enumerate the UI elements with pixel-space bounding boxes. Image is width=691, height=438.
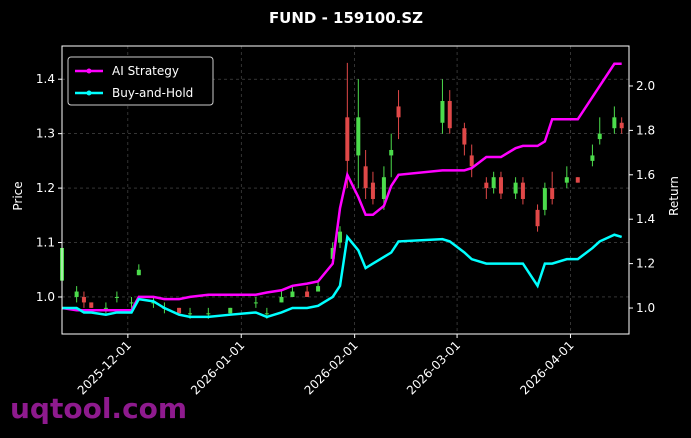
series-line <box>62 233 623 319</box>
candle-body <box>469 155 474 167</box>
candle-body <box>177 307 182 314</box>
candle-body <box>535 209 540 227</box>
y-tick-label: 1.4 <box>36 72 55 86</box>
legend-box <box>67 56 214 106</box>
y2-tick-label: 1.2 <box>636 257 655 271</box>
candle-body <box>228 307 233 314</box>
candle-body <box>129 302 134 304</box>
candle-body <box>151 302 156 304</box>
candle-body <box>345 117 350 161</box>
candle-body <box>520 182 525 199</box>
candle-body <box>290 291 295 297</box>
candle-body <box>114 296 119 298</box>
candle-body <box>103 307 108 309</box>
y2-tick-label: 1.6 <box>636 168 655 182</box>
candle-body <box>491 177 496 189</box>
candle-body <box>370 182 375 199</box>
plot-frame <box>61 45 630 335</box>
candle-body <box>564 177 569 183</box>
candle-body <box>330 247 335 259</box>
candle-body <box>264 313 269 315</box>
legend-label: AI Strategy <box>112 64 179 78</box>
y-tick-label: 1.1 <box>36 236 55 250</box>
candle-body <box>542 188 547 210</box>
candle-body <box>81 296 86 303</box>
candle-body <box>396 106 401 118</box>
candle-body <box>590 155 595 161</box>
y2-axis-label: Return <box>667 176 681 216</box>
y2-tick-label: 1.4 <box>636 212 655 226</box>
candle-body <box>338 231 343 243</box>
candle-body <box>462 128 467 145</box>
candle-body <box>188 313 193 315</box>
y-tick-label: 1.0 <box>36 290 55 304</box>
candle-body <box>356 117 361 156</box>
y2-tick-label: 1.8 <box>636 123 655 137</box>
candle-body <box>89 302 94 308</box>
y-tick-label: 1.3 <box>36 127 55 141</box>
candle-body <box>447 100 452 129</box>
legend-marker <box>86 90 92 96</box>
y-tick-label: 1.2 <box>36 181 55 195</box>
legend-label: Buy-and-Hold <box>112 86 193 100</box>
candle-body <box>363 166 368 189</box>
candle-body <box>513 182 518 194</box>
watermark: uqtool.com <box>10 392 187 425</box>
candle-body <box>74 291 79 297</box>
candle-body <box>136 269 141 276</box>
candle-body <box>550 188 555 199</box>
candle-body <box>206 313 211 315</box>
candle-body <box>498 177 503 194</box>
legend-marker <box>86 68 92 74</box>
candle-body <box>253 302 258 304</box>
candle-body <box>575 177 580 183</box>
y2-tick-label: 1.0 <box>636 301 655 315</box>
chart-title: FUND - 159100.SZ <box>269 9 423 27</box>
candle-body <box>597 133 602 140</box>
candle-body <box>279 296 284 303</box>
candle-body <box>440 100 445 123</box>
candle-body <box>484 182 489 189</box>
candle-body <box>305 291 310 297</box>
candle-body <box>612 117 617 129</box>
series-line <box>61 62 622 312</box>
y2-tick-label: 2.0 <box>636 79 655 93</box>
candle-body <box>389 149 394 156</box>
candle-body <box>619 122 624 129</box>
candle-body <box>316 286 321 292</box>
y-axis-label: Price <box>11 181 25 210</box>
candle-body <box>381 177 386 199</box>
